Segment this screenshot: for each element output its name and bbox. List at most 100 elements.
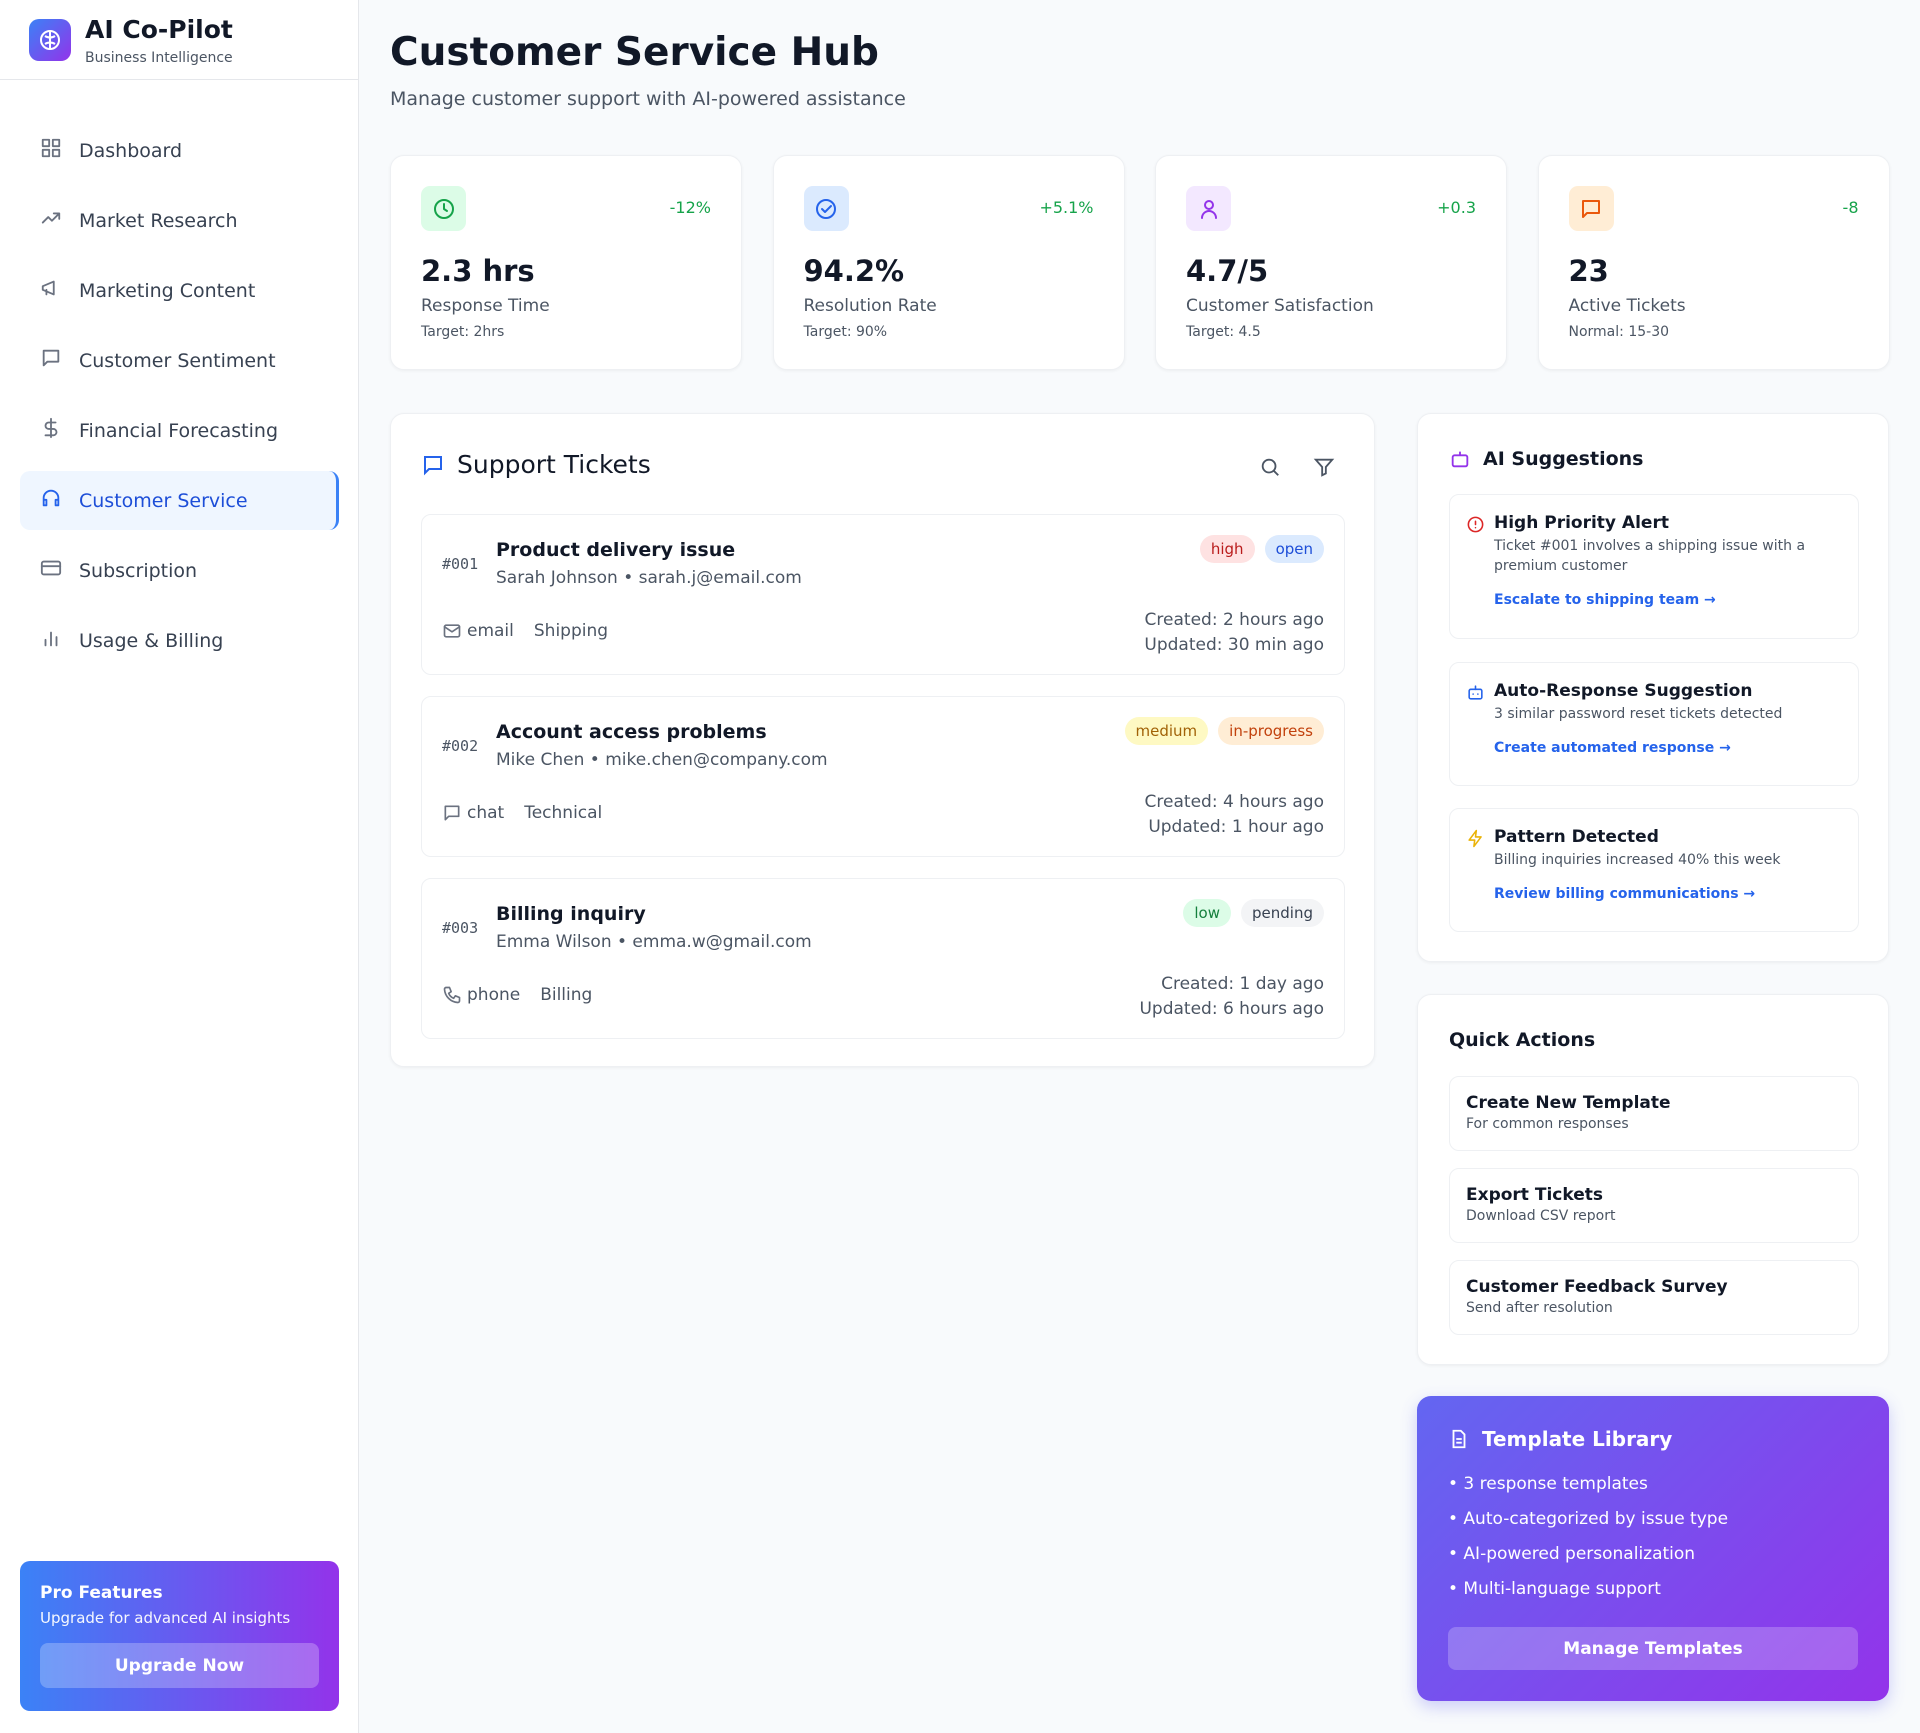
- suggestion-action[interactable]: Create automated response →: [1494, 740, 1731, 756]
- icon: [1568, 186, 1614, 231]
- icon: [40, 557, 79, 584]
- suggestion-text: Billing inquiries increased 40% this wee…: [1494, 852, 1781, 868]
- nav-item[interactable]: Usage & Billing: [20, 611, 339, 670]
- suggestion-text: Ticket #001 involves a shipping issue wi…: [1494, 538, 1806, 574]
- stat-value: 94.2%: [803, 254, 905, 288]
- brand: AI Co-Pilot: [85, 15, 233, 44]
- icon: [803, 186, 849, 231]
- icon-svg: [42, 489, 60, 507]
- icon: [40, 627, 79, 654]
- icon: [1186, 186, 1231, 231]
- stat-card: +0.3 4.7/5 Customer Satisfaction Target: 4.…: [1155, 155, 1507, 370]
- icon-svg: [1200, 199, 1217, 219]
- icon: [1466, 829, 1485, 852]
- qa-title: Quick Actions: [1449, 1029, 1596, 1051]
- ticket[interactable]: #002 Account access problems Mike Chen • m…: [421, 696, 1345, 857]
- quick-actions-panel: Quick Actions Create New Template For com…: [1417, 994, 1889, 1365]
- icon: [40, 277, 79, 304]
- stat-card: +5.1% 94.2% Resolution Rate Target: 90%: [772, 155, 1125, 370]
- icon-svg: [443, 986, 461, 1004]
- nav-item[interactable]: Customer Sentiment: [20, 331, 339, 390]
- ticket-channel: phone: [467, 985, 521, 1005]
- ticket-id: #002: [442, 737, 479, 755]
- nav-label: Market Research: [79, 209, 238, 232]
- template-feature: • Auto-categorized by issue type: [1448, 1509, 1729, 1529]
- icon-svg: [1468, 829, 1482, 848]
- stat-card: -12% 2.3 hrs Response Time Target: 2hrs: [390, 155, 742, 370]
- icon: [40, 207, 79, 234]
- stat-change: -12%: [669, 198, 711, 217]
- suggestion-title: Auto-Response Suggestion: [1494, 681, 1753, 701]
- nav-item[interactable]: Dashboard: [20, 121, 339, 180]
- nav-label: Dashboard: [79, 139, 183, 162]
- nav-item[interactable]: Marketing Content: [20, 261, 339, 320]
- promo: Pro Features Upgrade for advanced AI ins…: [20, 1561, 339, 1711]
- status-badge: open: [1264, 535, 1324, 563]
- ticket-created: Created: 1 day ago: [1161, 974, 1324, 994]
- icon-svg: [40, 560, 62, 576]
- icon: [421, 186, 466, 231]
- quick-action[interactable]: Export Tickets Download CSV report: [1449, 1168, 1859, 1243]
- stat-note: Target: 90%: [803, 324, 888, 340]
- stat-value: 2.3 hrs: [421, 254, 535, 288]
- icon-svg: [1582, 199, 1600, 218]
- upgrade-button[interactable]: Upgrade Now: [40, 1643, 319, 1688]
- filter-button[interactable]: [1313, 456, 1335, 478]
- icon: [424, 455, 442, 475]
- quick-action-subtitle: Download CSV report: [1466, 1208, 1616, 1224]
- nav-label: Customer Sentiment: [79, 349, 276, 372]
- ticket-category: Technical: [524, 803, 603, 823]
- tickets-title: Support Tickets: [457, 450, 651, 479]
- ai-suggestions-panel: AI Suggestions High Priority Alert Ticket…: [1417, 413, 1889, 962]
- quick-action-title: Customer Feedback Survey: [1466, 1277, 1728, 1297]
- suggestion-action[interactable]: Escalate to shipping team →: [1494, 592, 1716, 608]
- stat-card: -8 23 Active Tickets Normal: 15-30: [1537, 155, 1890, 370]
- ticket-id: #003: [442, 919, 479, 937]
- icon: [1466, 515, 1485, 538]
- ticket[interactable]: #003 Billing inquiry Emma Wilson • emma.w@…: [421, 878, 1345, 1039]
- nav-item[interactable]: Customer Service: [20, 471, 339, 530]
- icon: [442, 803, 462, 823]
- icon-svg: [41, 280, 55, 296]
- nav-label: Usage & Billing: [79, 629, 224, 652]
- quick-action[interactable]: Customer Feedback Survey Send after resol…: [1449, 1260, 1859, 1335]
- suggestion-action[interactable]: Review billing communications →: [1494, 886, 1756, 902]
- stat-label: Resolution Rate: [803, 296, 937, 316]
- stat-change: -8: [1842, 198, 1859, 217]
- template-feature: • 3 response templates: [1448, 1474, 1648, 1494]
- nav-item[interactable]: Financial Forecasting: [20, 401, 339, 460]
- icon-svg: [44, 631, 58, 647]
- ticket-times: Created: 1 day ago Updated: 6 hours ago: [1139, 972, 1324, 1022]
- priority-badge: medium: [1124, 717, 1209, 745]
- ai-title: AI Suggestions: [1483, 448, 1644, 470]
- icon: [1466, 683, 1485, 706]
- ticket-meta: email Shipping: [442, 621, 608, 641]
- quick-action-title: Export Tickets: [1466, 1185, 1603, 1205]
- nav-label: Marketing Content: [79, 279, 256, 302]
- stat-label: Customer Satisfaction: [1186, 296, 1374, 316]
- quick-action-subtitle: Send after resolution: [1466, 1300, 1613, 1316]
- nav-item[interactable]: Subscription: [20, 541, 339, 600]
- icon-svg: [42, 349, 60, 367]
- sidebar: AI Co-Pilot Business Intelligence Pro Fe…: [0, 0, 359, 1733]
- template-feature: • Multi-language support: [1448, 1579, 1661, 1599]
- stat-value: 4.7/5: [1186, 254, 1269, 288]
- ticket-created: Created: 4 hours ago: [1144, 792, 1324, 812]
- manage-templates-button[interactable]: Manage Templates: [1448, 1627, 1858, 1670]
- icon: [40, 417, 79, 444]
- tagline: Business Intelligence: [85, 50, 233, 66]
- ticket-updated: Updated: 6 hours ago: [1139, 999, 1324, 1019]
- ticket-meta: phone Billing: [442, 985, 592, 1005]
- tickets-panel: Support Tickets #001 Product delivery iss…: [390, 413, 1375, 1067]
- badges: medium in-progress: [1124, 717, 1324, 745]
- stat-label: Response Time: [421, 296, 550, 316]
- nav-item[interactable]: Market Research: [20, 191, 339, 250]
- quick-action[interactable]: Create New Template For common responses: [1449, 1076, 1859, 1151]
- tickets-header: Support Tickets: [421, 450, 651, 479]
- brand-bar: AI Co-Pilot Business Intelligence: [0, 0, 358, 80]
- search-button[interactable]: [1259, 456, 1281, 478]
- icon-svg: [41, 138, 61, 158]
- promo-title: Pro Features: [40, 1583, 163, 1603]
- ticket[interactable]: #001 Product delivery issue Sarah Johnson …: [421, 514, 1345, 675]
